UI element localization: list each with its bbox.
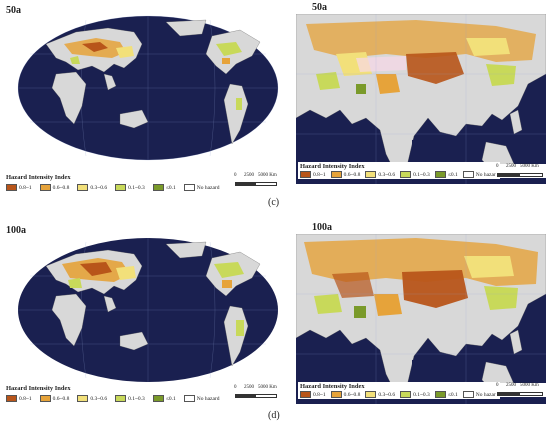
legend-title: Hazard Intensity Index	[6, 174, 71, 181]
legend-swatch-icon	[330, 171, 342, 178]
scale-zero: 0	[234, 385, 237, 390]
legend-item-label: 0.3~0.6	[378, 391, 396, 398]
panel-label-d: (d)	[268, 410, 280, 421]
scale-zero: 0	[496, 383, 499, 388]
legend-50a-world: Hazard Intensity Index 0.8~1 0.6~0.8 0.3…	[6, 174, 219, 191]
legend-swatch-icon	[330, 391, 342, 398]
scale-bar-50a-world: 0 2500 5000 Km	[234, 173, 280, 187]
legend-title: Hazard Intensity Index	[6, 385, 71, 392]
legend-item-label: 0.1~0.3	[128, 395, 145, 402]
legend-50a-asia: Hazard Intensity Index 0.8~1 0.6~0.8 0.3…	[298, 162, 501, 179]
legend-item-label: ≤0.1	[447, 171, 458, 178]
legend-swatch-icon	[77, 395, 89, 402]
world-map-100a	[18, 238, 278, 382]
legend-swatch-icon	[6, 395, 17, 402]
period-label-100a-asia: 100a	[312, 222, 332, 233]
legend-swatch-icon	[115, 395, 127, 402]
period-label-50a-asia: 50a	[312, 2, 327, 13]
legend-item-label: No hazard	[475, 171, 499, 178]
legend-item-label: 0.1~0.3	[413, 391, 430, 398]
legend-item-label: 0.3~0.6	[90, 184, 108, 191]
scale-end: 5000 Km	[258, 385, 277, 390]
period-label-50a-world: 50a	[6, 5, 21, 16]
legend-item-label: No hazard	[475, 391, 499, 398]
scale-mid: 2500	[244, 173, 254, 178]
asia-map-50a	[296, 14, 546, 184]
legend-item-label: 0.3~0.6	[378, 171, 396, 178]
legend-item-label: 0.6~0.8	[52, 184, 70, 191]
legend-item-label: 0.6~0.8	[343, 171, 361, 178]
legend-item-label: 0.1~0.3	[128, 184, 145, 191]
scale-end: 5000 Km	[520, 383, 539, 388]
legend-swatch-icon	[183, 184, 195, 191]
scale-bar-100a-asia: 0 2500 5000 Km	[496, 383, 546, 397]
legend-swatch-icon	[39, 395, 51, 402]
legend-swatch-icon	[365, 391, 377, 398]
legend-item-label: ≤0.1	[165, 184, 176, 191]
legend-swatch-icon	[462, 391, 474, 398]
legend-item-label: 0.3~0.6	[90, 395, 108, 402]
legend-swatch-icon	[183, 395, 195, 402]
legend-100a-asia: Hazard Intensity Index 0.8~1 0.6~0.8 0.3…	[298, 382, 501, 399]
world-map-50a	[17, 15, 279, 161]
legend-item-label: ≤0.1	[165, 395, 176, 402]
scale-bar-50a-asia: 0 2500 5000 Km	[496, 164, 546, 178]
period-label-100a-world: 100a	[6, 225, 26, 236]
legend-item-label: No hazard	[196, 395, 220, 402]
scale-bar-100a-world: 0 2500 5000 Km	[234, 385, 280, 399]
legend-item-label: 0.6~0.8	[343, 391, 361, 398]
legend-title: Hazard Intensity Index	[300, 383, 365, 390]
legend-100a-world: Hazard Intensity Index 0.8~1 0.6~0.8 0.3…	[6, 385, 219, 402]
legend-swatch-icon	[152, 184, 164, 191]
legend-swatch-icon	[400, 391, 412, 398]
legend-swatch-icon	[434, 171, 446, 178]
scale-end: 5000 Km	[258, 173, 277, 178]
legend-item-label: ≤0.1	[447, 391, 458, 398]
legend-swatch-icon	[462, 171, 474, 178]
legend-swatch-icon	[365, 171, 377, 178]
legend-item-label: 0.8~1	[19, 395, 32, 402]
panel-label-c: (c)	[268, 197, 280, 208]
scale-mid: 2500	[506, 164, 516, 169]
asia-map-100a	[296, 234, 546, 404]
legend-item-label: No hazard	[196, 184, 220, 191]
legend-swatch-icon	[39, 184, 51, 191]
legend-swatch-icon	[115, 184, 127, 191]
scale-zero: 0	[234, 173, 237, 178]
scale-mid: 2500	[506, 383, 516, 388]
legend-item-label: 0.8~1	[313, 171, 326, 178]
legend-swatch-icon	[400, 171, 412, 178]
legend-swatch-icon	[300, 171, 311, 178]
legend-swatch-icon	[77, 184, 89, 191]
legend-swatch-icon	[152, 395, 164, 402]
scale-zero: 0	[496, 164, 499, 169]
scale-end: 5000 Km	[520, 164, 539, 169]
scale-mid: 2500	[244, 385, 254, 390]
legend-swatch-icon	[6, 184, 17, 191]
legend-item-label: 0.6~0.8	[52, 395, 70, 402]
legend-item-label: 0.1~0.3	[413, 171, 430, 178]
legend-title: Hazard Intensity Index	[300, 163, 365, 170]
legend-item-label: 0.8~1	[19, 184, 32, 191]
legend-item-label: 0.8~1	[313, 391, 326, 398]
legend-swatch-icon	[434, 391, 446, 398]
legend-swatch-icon	[300, 391, 311, 398]
